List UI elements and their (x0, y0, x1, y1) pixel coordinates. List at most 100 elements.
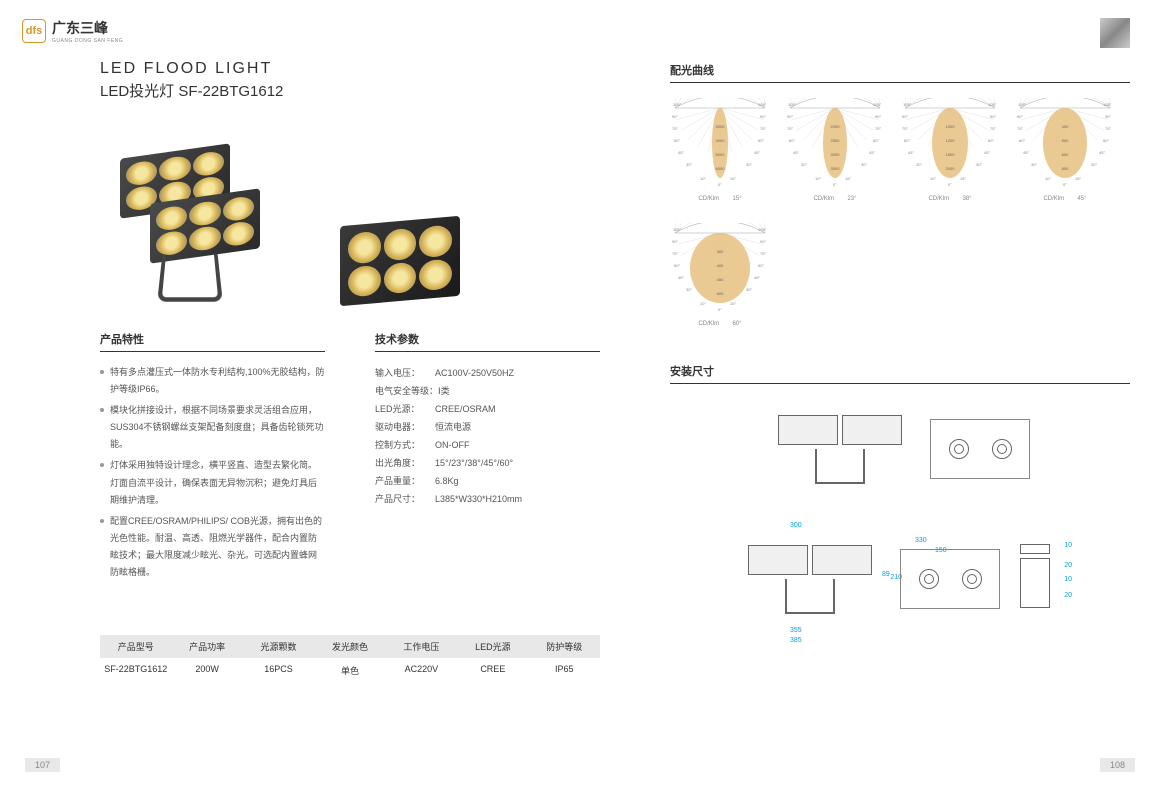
svg-text:1500: 1500 (946, 152, 956, 157)
brand-logo: dfs 广东三峰 GUANG DONG SAN FENG (22, 18, 123, 44)
svg-text:500: 500 (1062, 138, 1069, 143)
dim-label: 385 (790, 637, 802, 644)
dim-top-2 (900, 549, 1000, 609)
svg-text:90°: 90° (902, 114, 908, 119)
svg-text:45°: 45° (869, 150, 875, 155)
table-header-cell: 防护等级 (529, 640, 600, 653)
page-title: LED FLOOD LIGHT (100, 60, 600, 78)
svg-text:30°: 30° (686, 162, 692, 167)
dim-label: 20 (1064, 562, 1072, 569)
svg-text:90°: 90° (1017, 114, 1023, 119)
svg-text:45°: 45° (1023, 150, 1029, 155)
feature-item: 特有多点灌压式一体防水专利结构,100%无胶结构，防护等级IP66。 (100, 364, 325, 398)
table-header-cell: 发光颜色 (314, 640, 385, 653)
svg-text:105°: 105° (758, 102, 767, 107)
svg-text:90°: 90° (760, 114, 766, 119)
svg-text:0°: 0° (1063, 182, 1067, 187)
svg-text:75°: 75° (672, 126, 678, 131)
dim-front-2 (740, 534, 880, 624)
svg-text:90°: 90° (1105, 114, 1111, 119)
svg-text:45°: 45° (754, 150, 760, 155)
polar-chart: 2000250030003500105°105°90°90°75°75°60°6… (785, 98, 885, 208)
svg-text:0°: 0° (948, 182, 952, 187)
svg-text:3500: 3500 (831, 166, 841, 171)
svg-text:0°: 0° (718, 307, 722, 312)
svg-text:0°: 0° (833, 182, 837, 187)
features-heading: 产品特性 (100, 331, 325, 352)
svg-text:0°: 0° (718, 182, 722, 187)
polar-chart: 400500600800105°105°90°90°75°75°60°60°45… (1015, 98, 1115, 208)
svg-text:90°: 90° (672, 239, 678, 244)
features-list: 特有多点灌压式一体防水专利结构,100%无胶结构，防护等级IP66。 模块化拼接… (100, 364, 325, 581)
svg-text:300: 300 (717, 249, 724, 254)
svg-text:2000: 2000 (946, 166, 956, 171)
logo-brand: 广东三峰 (52, 18, 123, 38)
table-header-cell: LED光源 (457, 640, 528, 653)
spec-row: 出光角度：15°/23°/38°/45°/60° (375, 454, 600, 472)
page-subtitle: LED投光灯 SF-22BTG1612 (100, 80, 600, 101)
svg-text:1200: 1200 (946, 138, 956, 143)
svg-text:105°: 105° (903, 102, 912, 107)
svg-text:400: 400 (717, 263, 724, 268)
svg-text:3000: 3000 (716, 124, 726, 129)
page-number-left: 107 (25, 758, 60, 772)
spec-table: 产品型号产品功率光源颗数发光颜色工作电压LED光源防护等级 SF-22BTG16… (100, 635, 600, 683)
table-cell: SF-22BTG1612 (100, 664, 171, 677)
svg-text:105°: 105° (1018, 102, 1027, 107)
svg-text:90°: 90° (875, 114, 881, 119)
table-cell: 200W (171, 664, 242, 677)
svg-text:30°: 30° (916, 162, 922, 167)
svg-text:15°: 15° (730, 176, 736, 181)
svg-text:60°: 60° (873, 138, 879, 143)
table-header-cell: 产品型号 (100, 640, 171, 653)
spec-row: 驱动电器：恒流电源 (375, 418, 600, 436)
dim-front (770, 404, 910, 494)
svg-text:2000: 2000 (831, 124, 841, 129)
svg-text:10°: 10° (930, 176, 936, 181)
dim-label: 10 (1064, 576, 1072, 583)
svg-text:30°: 30° (976, 162, 982, 167)
table-header-cell: 工作电压 (386, 640, 457, 653)
logo-icon: dfs (22, 19, 46, 43)
specs-list: 输入电压：AC100V-250V50HZ电气安全等级：Ⅰ类LED光源：CREE/… (375, 364, 600, 508)
svg-text:75°: 75° (1105, 126, 1111, 131)
svg-text:15°: 15° (960, 176, 966, 181)
spec-row: 控制方式：ON-OFF (375, 436, 600, 454)
svg-text:10°: 10° (700, 301, 706, 306)
svg-text:60°: 60° (758, 138, 764, 143)
svg-text:90°: 90° (760, 239, 766, 244)
svg-text:45°: 45° (908, 150, 914, 155)
svg-text:75°: 75° (990, 126, 996, 131)
dim-label: 150 (935, 547, 947, 554)
svg-text:60°: 60° (904, 138, 910, 143)
svg-text:90°: 90° (672, 114, 678, 119)
svg-text:3000: 3000 (831, 152, 841, 157)
svg-text:75°: 75° (760, 251, 766, 256)
svg-text:15°: 15° (845, 176, 851, 181)
svg-text:60°: 60° (758, 263, 764, 268)
svg-text:60°: 60° (1019, 138, 1025, 143)
spec-row: 产品重量：6.8Kg (375, 472, 600, 490)
svg-text:105°: 105° (673, 227, 682, 232)
feature-item: 模块化拼接设计，根据不同场景要求灵活组合应用，SUS304不锈钢螺丝支架配备刻度… (100, 402, 325, 453)
svg-text:1000: 1000 (946, 124, 956, 129)
dim-label: 330 (915, 537, 927, 544)
table-cell: AC220V (386, 664, 457, 677)
svg-text:60°: 60° (789, 138, 795, 143)
svg-text:105°: 105° (873, 102, 882, 107)
svg-text:75°: 75° (902, 126, 908, 131)
svg-text:60°: 60° (674, 263, 680, 268)
logo-subtitle: GUANG DONG SAN FENG (52, 38, 123, 44)
corner-decoration (1100, 18, 1130, 48)
table-cell: 单色 (314, 664, 385, 677)
table-header-cell: 光源颗数 (243, 640, 314, 653)
svg-text:45°: 45° (793, 150, 799, 155)
svg-text:30°: 30° (1091, 162, 1097, 167)
svg-text:600: 600 (717, 291, 724, 296)
product-detail-image (340, 216, 460, 306)
polar-chart: 3000400050006000105°105°90°90°75°75°60°6… (670, 98, 770, 208)
svg-text:2500: 2500 (831, 138, 841, 143)
spec-row: 电气安全等级：Ⅰ类 (375, 382, 600, 400)
svg-text:60°: 60° (1103, 138, 1109, 143)
svg-text:105°: 105° (758, 227, 767, 232)
